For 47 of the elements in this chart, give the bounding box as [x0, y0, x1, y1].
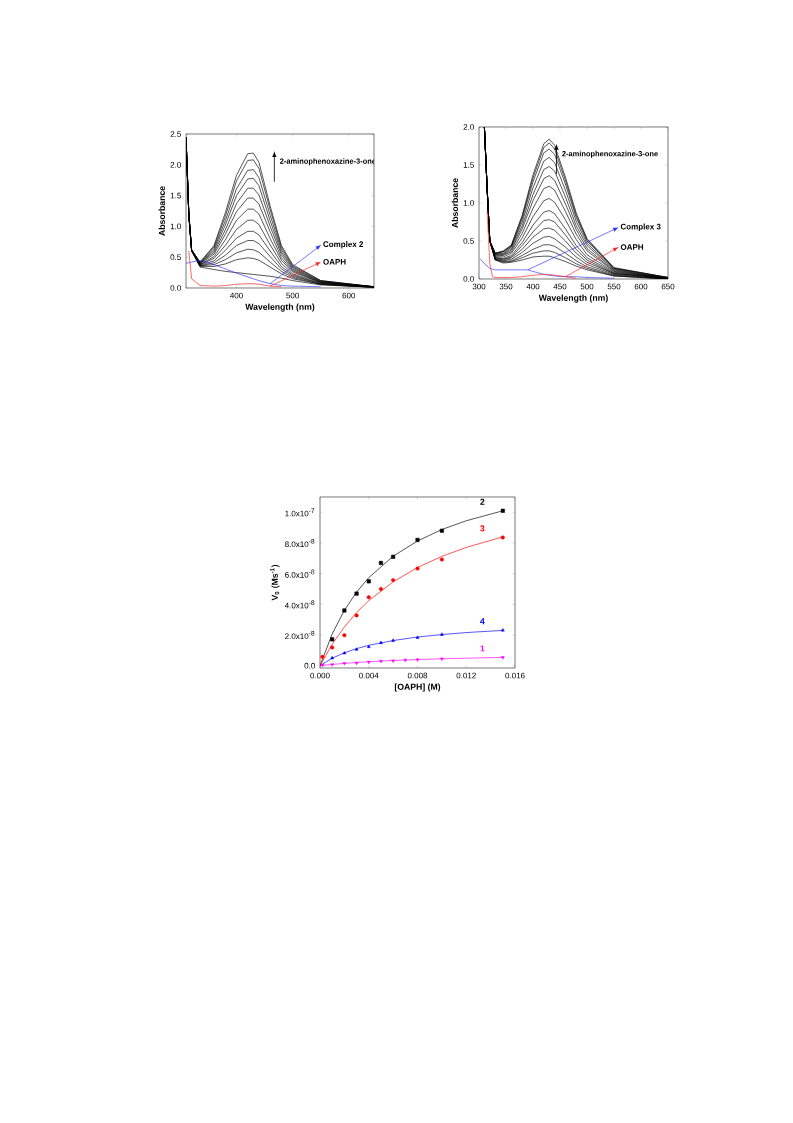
y-tick-label: 1.0	[463, 200, 474, 206]
y-axis-title: V$_{0}$ (Ms$^{-1}$)	[270, 564, 280, 601]
x-axis-title: Wavelength (nm)	[538, 294, 608, 303]
y-tick-label: 0.5	[170, 254, 181, 261]
y-tick-label: 1.0x10$^{-7}$	[285, 508, 315, 517]
x-tick-label: 550	[607, 283, 621, 290]
legend-label: OAPH	[620, 244, 644, 250]
x-axis-title: Wavelength (nm)	[245, 303, 315, 312]
y-tick-label: 2.0	[463, 124, 474, 130]
y-tick-label: 1.0	[170, 223, 181, 230]
x-tick-label: 0.008	[407, 672, 428, 679]
x-tick-label: 400	[230, 292, 243, 299]
x-axis-title: [OAPH] (M)	[394, 683, 441, 692]
x-tick-label: 450	[553, 283, 567, 290]
text: 4	[480, 618, 485, 625]
y-axis-title: Absorbance	[451, 178, 459, 228]
text: 1	[480, 645, 485, 652]
y-tick-label: 0.0	[304, 662, 315, 669]
x-tick-label: 600	[634, 283, 648, 290]
x-tick-label: 0.012	[456, 672, 476, 679]
x-tick-label: 350	[499, 283, 513, 290]
y-tick-label: 1.5	[463, 162, 474, 168]
y-tick-label: 2.5	[170, 131, 181, 137]
x-tick-label: 0.016	[505, 672, 525, 679]
x-tick-label: 400	[526, 283, 540, 290]
x-tick-label: 500	[580, 283, 594, 290]
y-tick-label: 4.0x10$^{-8}$	[284, 600, 315, 609]
x-tick-label: 500	[286, 292, 299, 299]
y-tick-label: 1.5	[170, 192, 181, 199]
y-tick-label: 0.0	[170, 285, 181, 291]
legend-label: Complex 2	[323, 241, 364, 249]
y-tick-label: 8.0x10$^{-8}$	[285, 538, 315, 548]
x-tick-label: 600	[342, 292, 356, 299]
y-tick-label: 6.0x10$^{-8}$	[285, 569, 315, 578]
y-tick-label: 0.0	[463, 276, 474, 282]
x-tick-label: 0.000	[310, 672, 330, 679]
text: 3	[480, 525, 485, 532]
x-tick-label: 650	[661, 283, 675, 290]
y-tick-label: 2.0	[170, 161, 181, 168]
series-label: 2	[480, 498, 485, 505]
y-tick-label: 0.5	[463, 238, 474, 244]
legend-label: OAPH	[323, 258, 346, 265]
y-axis-title: Absorbance	[158, 186, 166, 236]
x-tick-label: 300	[472, 283, 486, 290]
x-tick-label: 0.004	[359, 672, 379, 679]
y-tick-label: 2.0x10$^{-8}$	[285, 630, 315, 640]
legend-label: Complex 3	[620, 223, 661, 232]
